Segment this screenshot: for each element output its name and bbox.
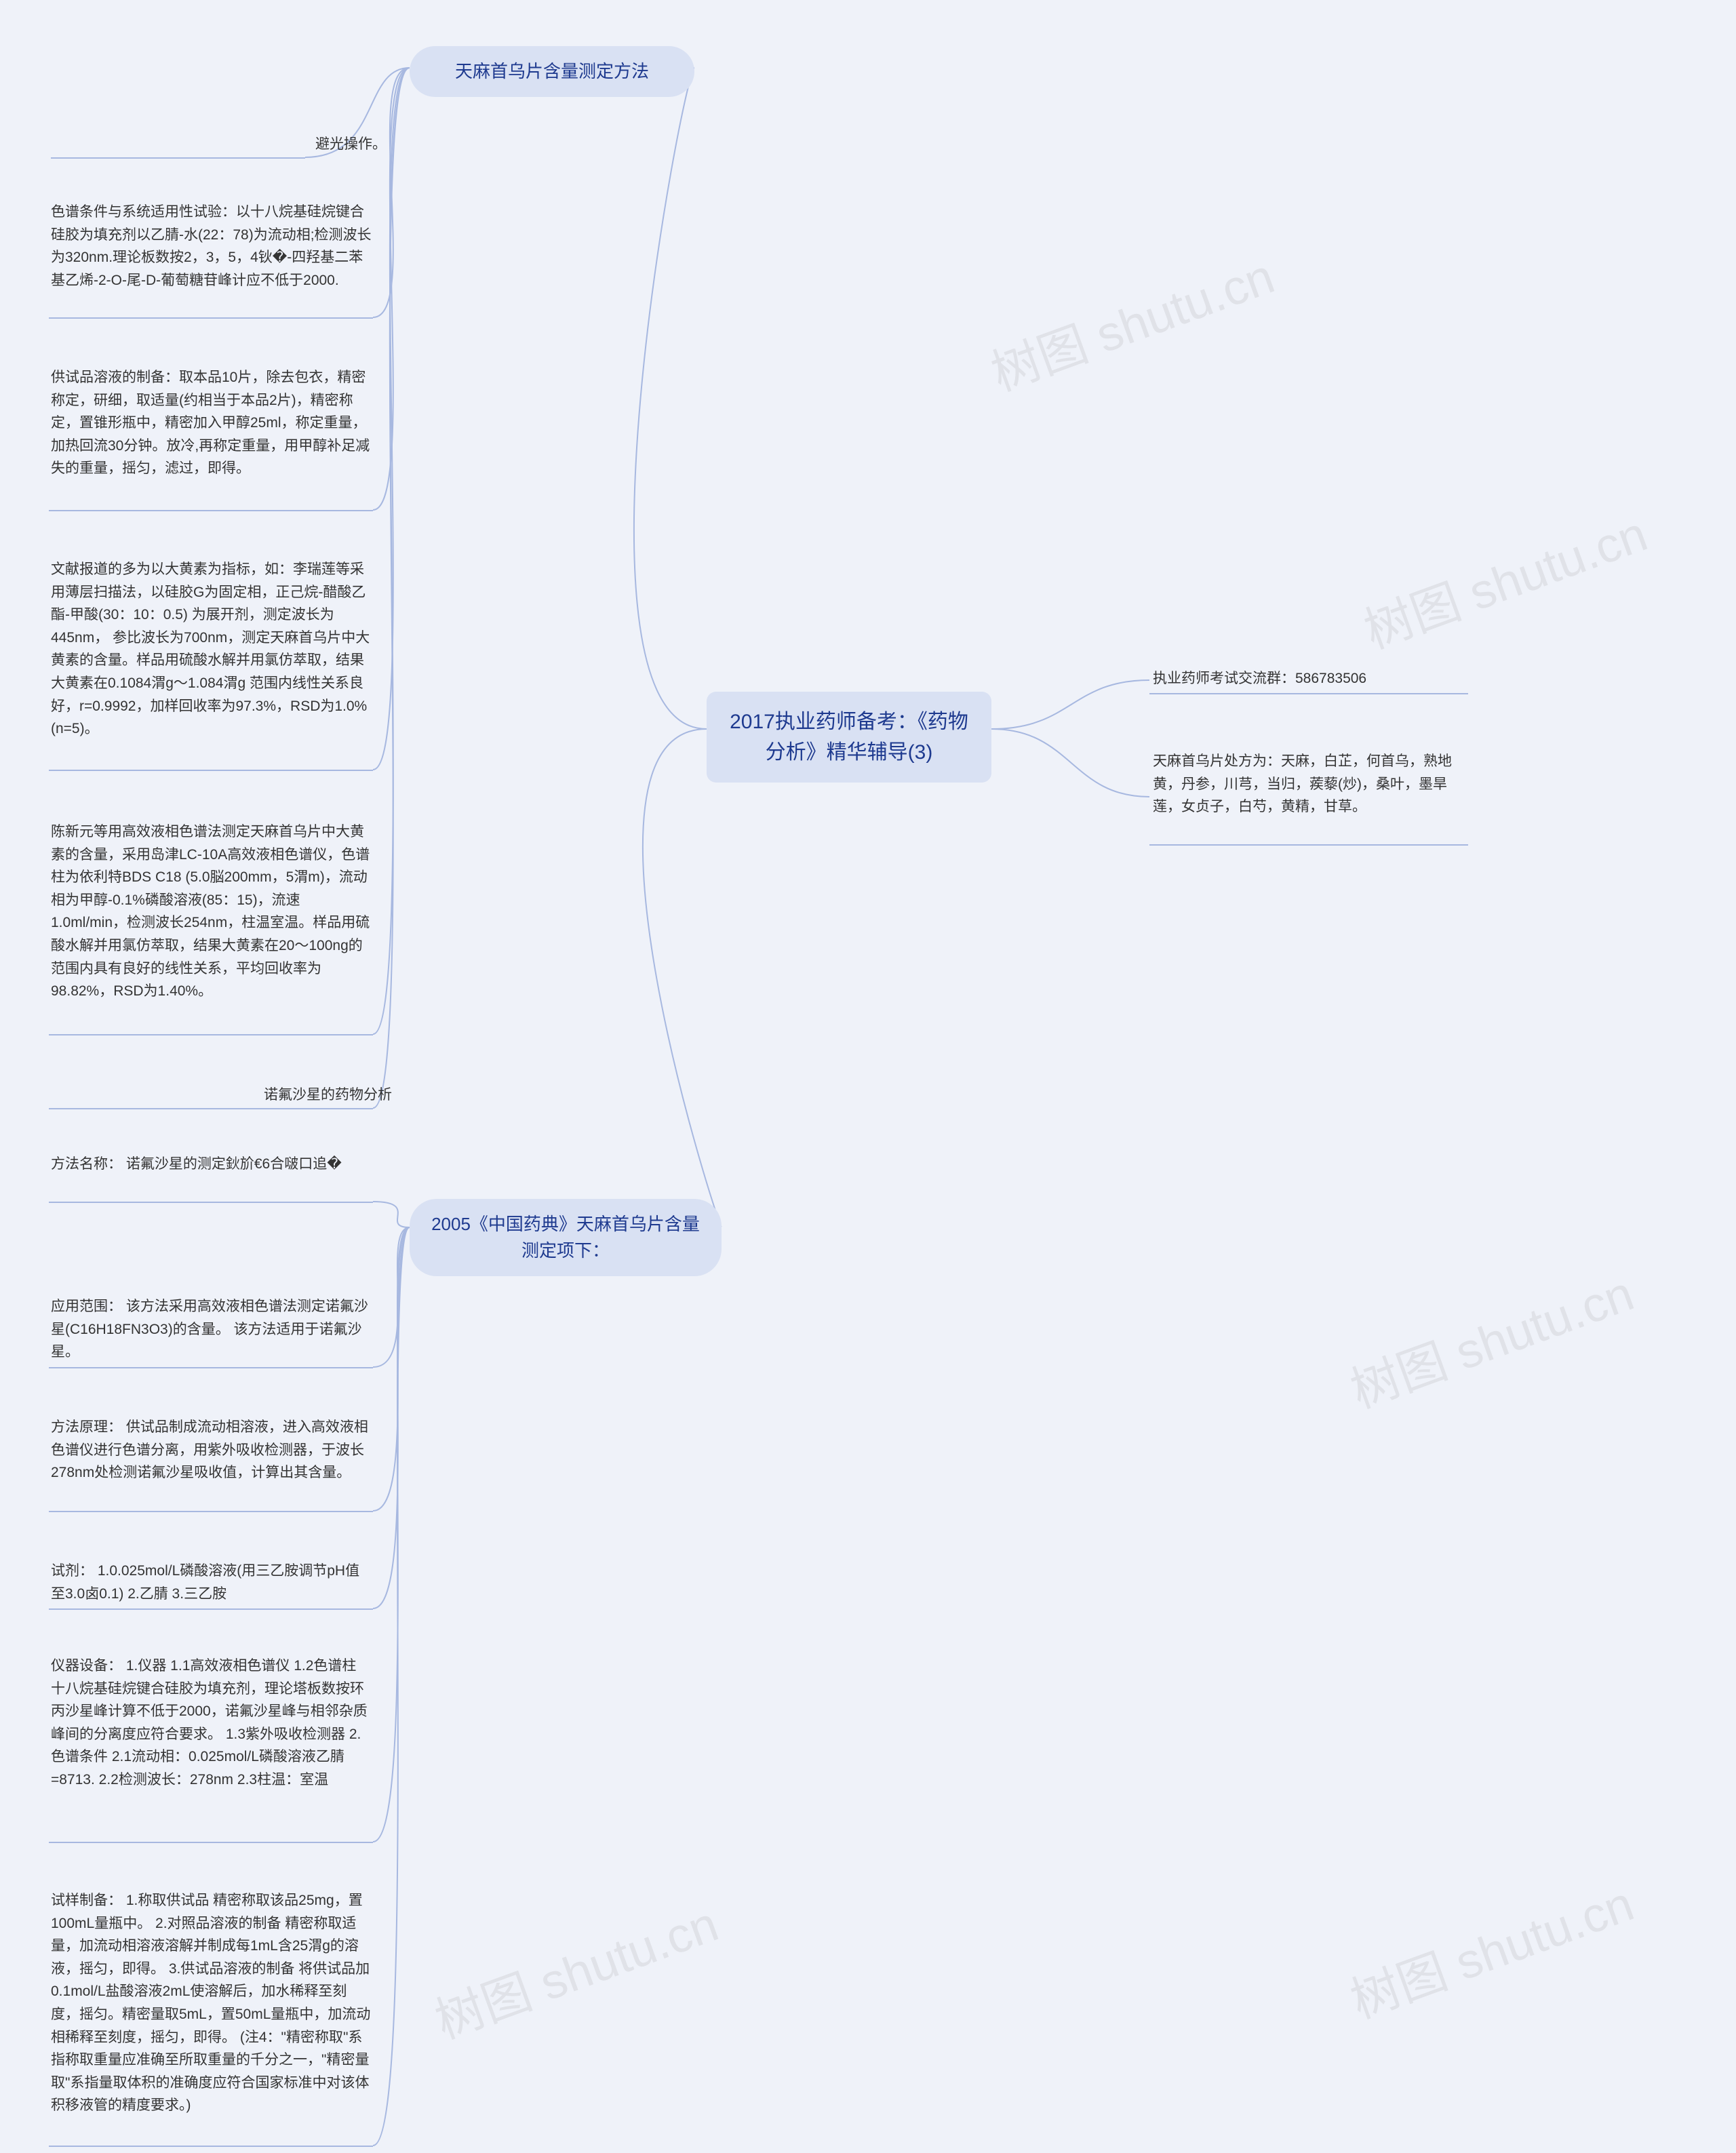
leaf-underline	[49, 317, 373, 319]
leaf-underline	[49, 1202, 373, 1203]
leaf-underline	[49, 510, 373, 511]
leaf-right-1[interactable]: 天麻首乌片处方为：天麻，白芷，何首乌，熟地黄，丹参，川芎，当归，蒺藜(炒)，桑叶…	[1153, 750, 1465, 818]
connector-svg	[0, 0, 1736, 2153]
leaf-lb-0[interactable]: 方法名称： 诺氟沙星的测定鈥斺€6合啵口追�	[51, 1153, 373, 1176]
branch-node-top[interactable]: 天麻首乌片含量测定方法	[410, 46, 694, 97]
leaf-lt-0[interactable]: 避光操作。	[285, 133, 387, 156]
watermark: 树图 shutu.cn	[424, 1884, 726, 2053]
leaf-lb-2[interactable]: 方法原理： 供试品制成流动相溶液，进入高效液相色谱仪进行色谱分离，用紫外吸收检测…	[51, 1416, 373, 1484]
leaf-underline	[49, 1108, 373, 1109]
branch-node-bottom[interactable]: 2005《中国药典》天麻首乌片含量测定项下：	[410, 1199, 722, 1276]
leaf-underline	[49, 1511, 373, 1512]
watermark: 树图 shutu.cn	[1339, 1864, 1642, 2032]
leaf-underline	[49, 1034, 373, 1035]
leaf-lb-3[interactable]: 试剂： 1.0.025mol/L磷酸溶液(用三乙胺调节pH值至3.0卤0.1) …	[51, 1560, 373, 1605]
leaf-underline	[1149, 844, 1468, 846]
leaf-underline	[49, 770, 373, 771]
leaf-right-0[interactable]: 执业药师考试交流群：586783506	[1153, 667, 1465, 690]
leaf-lt-5[interactable]: 诺氟沙星的药物分析	[236, 1084, 392, 1107]
watermark: 树图 shutu.cn	[1339, 1254, 1642, 1422]
leaf-lt-4[interactable]: 陈新元等用高效液相色谱法测定天麻首乌片中大黄素的含量，采用岛津LC-10A高效液…	[51, 821, 373, 1003]
leaf-underline	[49, 1842, 373, 1843]
leaf-lb-4[interactable]: 仪器设备： 1.仪器 1.1高效液相色谱仪 1.2色谱柱 十八烷基硅烷键合硅胶为…	[51, 1655, 373, 1792]
leaf-lt-1[interactable]: 色谱条件与系统适用性试验：以十八烷基硅烷键合硅胶为填充剂以乙腈-水(22：78)…	[51, 201, 373, 292]
leaf-underline	[49, 2146, 373, 2147]
leaf-underline	[1149, 693, 1468, 694]
leaf-lb-1[interactable]: 应用范围： 该方法采用高效液相色谱法测定诺氟沙星(C16H18FN3O3)的含量…	[51, 1295, 373, 1364]
leaf-lt-3[interactable]: 文献报道的多为以大黄素为指标，如：李瑞莲等采用薄层扫描法，以硅胶G为固定相，正己…	[51, 558, 373, 740]
central-node[interactable]: 2017执业药师备考：《药物分析》精华辅导(3)	[707, 692, 991, 783]
leaf-underline	[49, 1608, 373, 1610]
watermark: 树图 shutu.cn	[980, 237, 1282, 405]
leaf-underline	[49, 1367, 373, 1368]
leaf-underline	[51, 157, 305, 159]
watermark: 树图 shutu.cn	[1353, 494, 1655, 663]
leaf-lt-2[interactable]: 供试品溶液的制备：取本品10片，除去包衣，精密称定，研细，取适量(约相当于本品2…	[51, 366, 373, 480]
leaf-lb-5[interactable]: 试样制备： 1.称取供试品 精密称取该品25mg，置100mL量瓶中。 2.对照…	[51, 1889, 373, 2117]
